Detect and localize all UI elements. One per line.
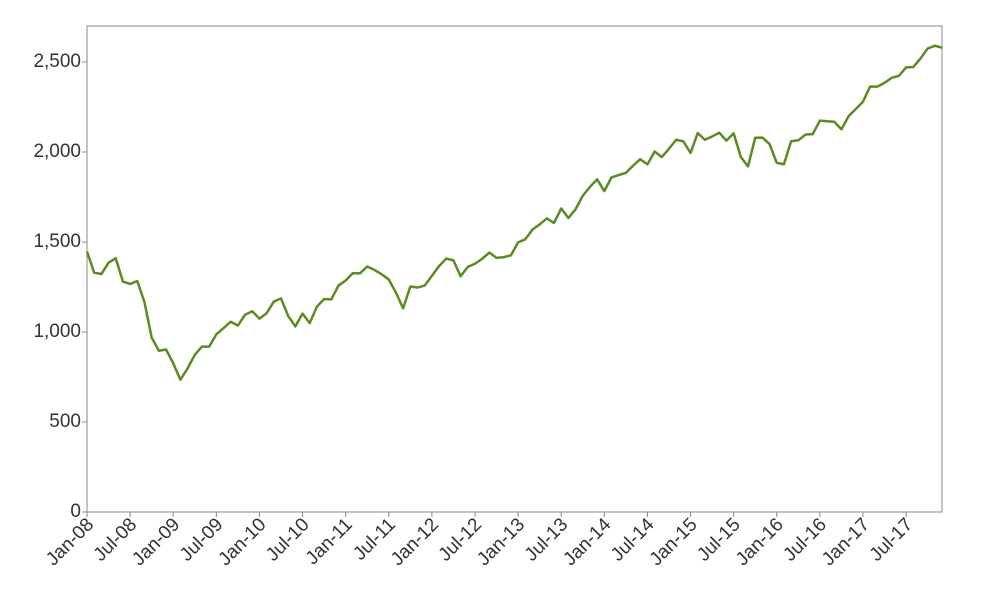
x-tick-label: Jan-14 xyxy=(559,514,615,570)
plot-frame xyxy=(86,25,943,513)
y-tick-label: 500 xyxy=(49,411,81,432)
y-tick-label: 1,500 xyxy=(33,231,81,252)
x-tick-label: Jan-13 xyxy=(473,514,529,570)
x-tick-label: Jan-09 xyxy=(128,514,184,570)
x-tick-label: Jan-12 xyxy=(387,514,443,570)
y-tick-label: 1,000 xyxy=(33,321,81,342)
x-tick-label: Jan-15 xyxy=(646,514,702,570)
x-tick-label: Jul-17 xyxy=(866,514,917,565)
x-tick-label: Jan-17 xyxy=(818,514,874,570)
x-tick-label: Jan-08 xyxy=(42,514,98,570)
line-series xyxy=(85,44,943,381)
x-tick-label: Jan-10 xyxy=(215,514,271,570)
x-tick-label: Jan-16 xyxy=(732,514,788,570)
y-tick-label: 2,000 xyxy=(33,141,81,162)
x-tick-label: Jan-11 xyxy=(302,514,357,569)
y-tick-label: 2,500 xyxy=(33,51,81,72)
y-tick-label: 0 xyxy=(70,501,81,522)
